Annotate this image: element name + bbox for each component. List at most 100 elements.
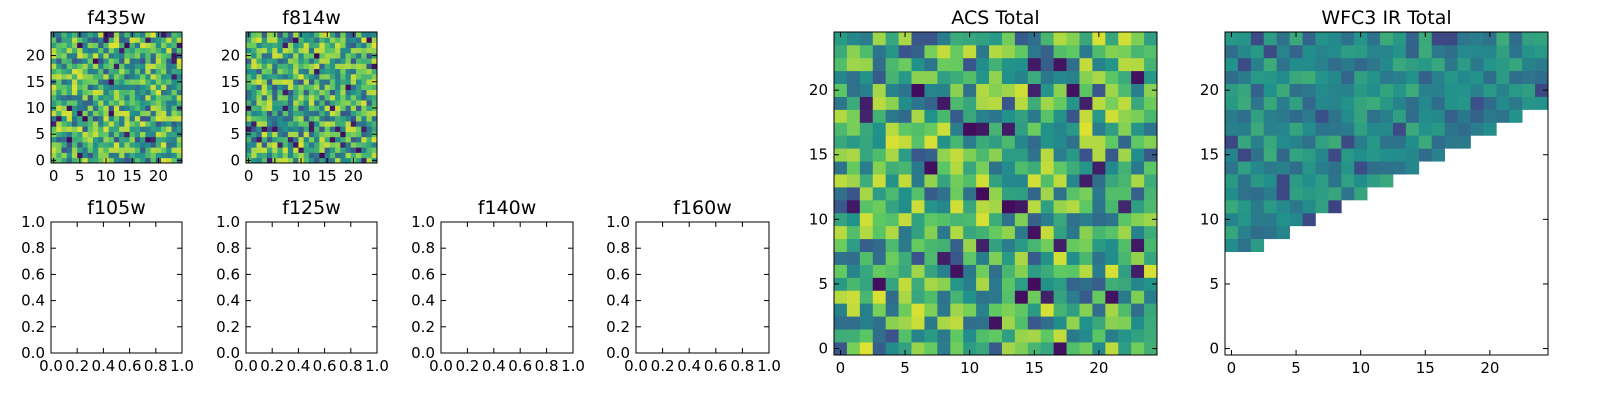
heatmap-cell <box>108 136 115 143</box>
heatmap-cell <box>1014 135 1029 149</box>
y-tick-label: 5 <box>230 125 240 143</box>
heatmap-cell <box>113 94 120 101</box>
heatmap-cell <box>1001 199 1016 214</box>
heatmap-cell <box>371 100 378 106</box>
heatmap-cell <box>1328 96 1342 110</box>
heatmap-cell <box>345 79 352 85</box>
heatmap-cell <box>124 105 130 111</box>
heatmap-cell <box>77 89 83 96</box>
heatmap-cell <box>155 47 162 54</box>
heatmap-cell <box>1053 44 1067 59</box>
heatmap-cell <box>1457 96 1471 110</box>
heatmap-cell <box>950 174 964 188</box>
heatmap-cell <box>161 142 167 148</box>
heatmap-cell <box>56 126 62 132</box>
heatmap-cell <box>1367 161 1381 175</box>
heatmap-cell <box>1131 96 1145 110</box>
heatmap-cell <box>366 105 373 111</box>
heatmap-cell <box>161 73 167 80</box>
heatmap-cell <box>56 94 62 101</box>
heatmap-cell <box>71 42 78 49</box>
heatmap-cell <box>1354 32 1368 46</box>
heatmap-cell <box>1144 199 1158 214</box>
heatmap-cell <box>1225 44 1239 59</box>
heatmap-cell <box>66 58 73 64</box>
heatmap-cell <box>1522 96 1536 110</box>
heatmap-cell <box>77 105 83 111</box>
heatmap-cell <box>324 152 331 159</box>
heatmap-cell <box>272 47 278 54</box>
heatmap-cell <box>287 147 294 153</box>
heatmap-cell <box>66 79 73 85</box>
x-tick-label: 0.2 <box>651 357 675 375</box>
heatmap-cell <box>324 79 331 85</box>
heatmap-cell <box>1522 32 1536 46</box>
heatmap-cell <box>1027 212 1042 227</box>
heatmap-cell <box>82 94 89 101</box>
heatmap-cell <box>1225 225 1239 240</box>
heatmap-cell <box>1418 148 1433 162</box>
heatmap-cell <box>124 37 130 43</box>
heatmap-cell <box>1496 83 1510 97</box>
heatmap-cell <box>1276 187 1290 201</box>
heatmap-cell <box>261 52 268 59</box>
heatmap-cell <box>846 238 861 252</box>
heatmap-cell <box>366 100 373 106</box>
heatmap-cell <box>976 342 990 356</box>
heatmap-cell <box>256 157 263 164</box>
heatmap-cell <box>150 157 157 164</box>
heatmap-cell <box>924 264 938 278</box>
heatmap-cell <box>134 142 141 148</box>
heatmap-cell <box>361 89 367 96</box>
heatmap-cell <box>261 68 268 75</box>
heatmap-cell <box>51 100 57 106</box>
heatmap-cell <box>937 251 951 265</box>
heatmap-cell <box>140 63 146 70</box>
heatmap-cell <box>340 121 346 127</box>
heatmap-cell <box>1250 70 1265 85</box>
heatmap-cell <box>134 37 141 43</box>
heatmap-cell <box>329 105 336 111</box>
heatmap-cell <box>134 121 141 127</box>
heatmap-cell <box>66 105 73 111</box>
heatmap-cell <box>885 212 899 227</box>
heatmap-cell <box>1079 199 1093 214</box>
heatmap-cell <box>140 68 146 75</box>
heatmap-cell <box>1040 161 1054 175</box>
heatmap-cell <box>303 84 310 90</box>
heatmap-cell <box>924 316 938 330</box>
heatmap-cell <box>166 73 172 80</box>
heatmap-cell <box>77 37 83 43</box>
heatmap-cell <box>298 126 304 132</box>
heatmap-cell <box>1118 32 1132 46</box>
heatmap-cell <box>277 100 284 106</box>
heatmap-cell <box>356 63 362 70</box>
y-tick-label: 0 <box>230 151 240 169</box>
heatmap-cell <box>140 147 146 153</box>
heatmap-cell <box>846 225 861 240</box>
heatmap-cell <box>298 37 304 43</box>
heatmap-cell <box>834 174 848 188</box>
heatmap-cell <box>1367 83 1381 97</box>
heatmap-cell <box>82 152 89 159</box>
heatmap-cell <box>82 105 89 111</box>
heatmap-cell <box>256 94 263 101</box>
heatmap-cell <box>119 68 125 75</box>
heatmap-cell <box>282 105 289 111</box>
y-tick-label: 5 <box>1209 275 1219 293</box>
heatmap-cell <box>251 131 257 138</box>
heatmap-cell <box>251 110 257 117</box>
heatmap-cell <box>898 251 912 265</box>
heatmap-cell <box>56 58 62 64</box>
heatmap-cell <box>1014 251 1029 265</box>
heatmap-cell <box>976 83 990 97</box>
heatmap-cell <box>171 115 178 122</box>
heatmap-cell <box>366 157 373 164</box>
heatmap-cell <box>350 121 357 127</box>
heatmap-cell <box>103 136 109 143</box>
heatmap-cell <box>56 89 62 96</box>
heatmap-cell <box>1367 135 1381 149</box>
heatmap-cell <box>1144 32 1158 46</box>
